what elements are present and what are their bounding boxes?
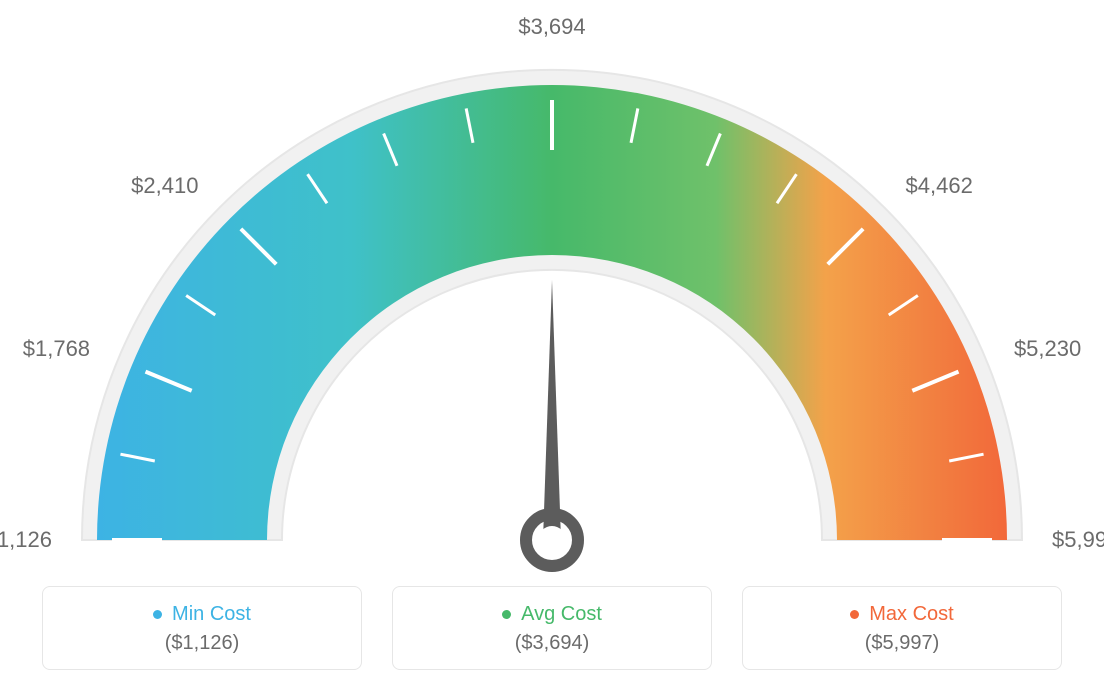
legend-title-label: Avg Cost xyxy=(521,603,602,626)
gauge-tick-label: $4,462 xyxy=(906,173,973,199)
legend-card-max: Max Cost ($5,997) xyxy=(742,586,1062,670)
legend-value-max: ($5,997) xyxy=(751,632,1053,655)
legend-title-label: Min Cost xyxy=(172,603,251,626)
legend-row: Min Cost ($1,126) Avg Cost ($3,694) Max … xyxy=(42,586,1062,670)
legend-title-max: Max Cost xyxy=(850,603,953,626)
gauge-tick-label: $1,126 xyxy=(0,527,52,553)
legend-title-min: Min Cost xyxy=(153,603,251,626)
gauge-tick-label: $5,997 xyxy=(1052,527,1104,553)
gauge-svg xyxy=(52,30,1052,590)
legend-card-avg: Avg Cost ($3,694) xyxy=(392,586,712,670)
legend-value-min: ($1,126) xyxy=(51,632,353,655)
legend-value-avg: ($3,694) xyxy=(401,632,703,655)
legend-title-label: Max Cost xyxy=(869,603,953,626)
gauge-tick-label: $3,694 xyxy=(518,14,585,40)
legend-card-min: Min Cost ($1,126) xyxy=(42,586,362,670)
legend-title-avg: Avg Cost xyxy=(502,603,602,626)
circle-icon xyxy=(850,610,859,619)
circle-icon xyxy=(153,610,162,619)
gauge-tick-label: $2,410 xyxy=(131,173,198,199)
circle-icon xyxy=(502,610,511,619)
gauge-chart: $1,126$1,768$2,410$3,694$4,462$5,230$5,9… xyxy=(52,30,1052,570)
gauge-tick-label: $5,230 xyxy=(1014,336,1081,362)
gauge-tick-label: $1,768 xyxy=(23,336,90,362)
